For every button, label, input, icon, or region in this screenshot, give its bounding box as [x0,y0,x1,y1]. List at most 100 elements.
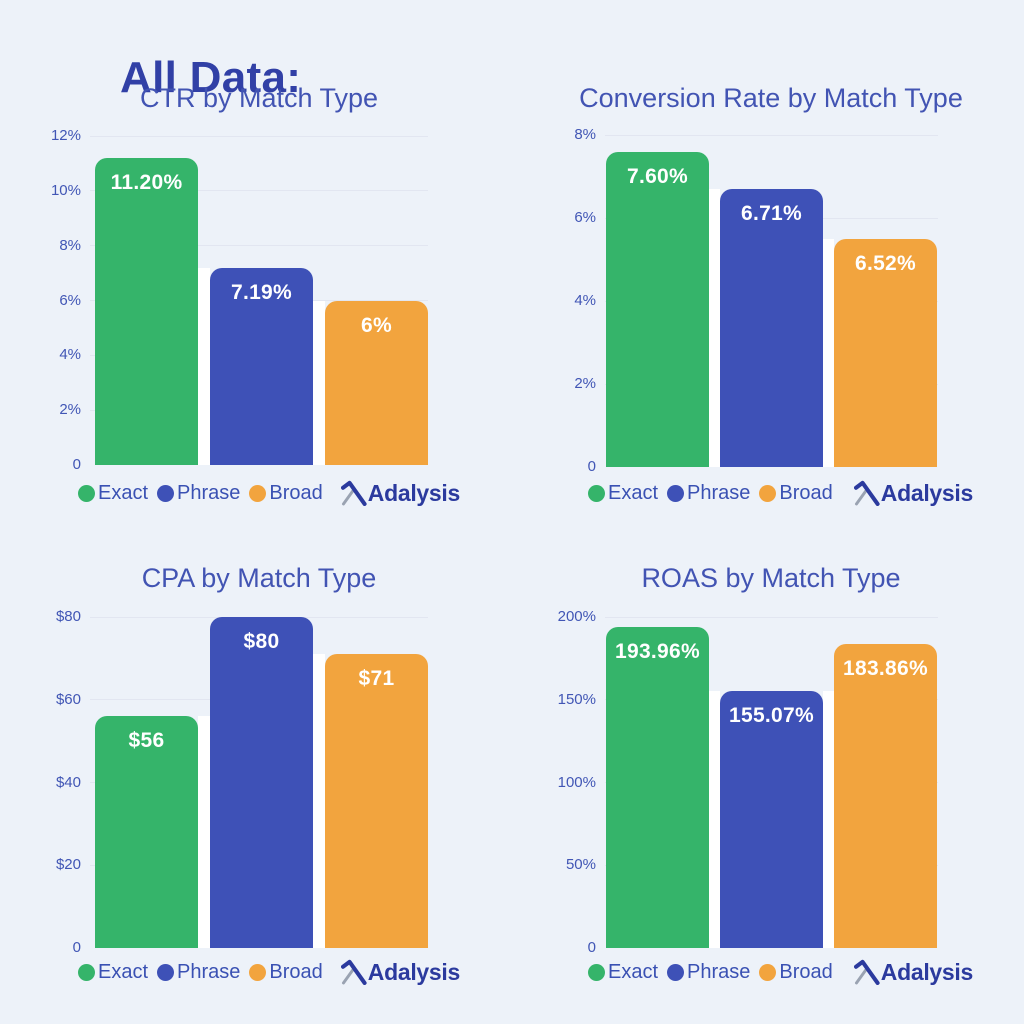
legend-dot-icon [588,484,605,502]
legend-item-label: Exact [608,960,659,983]
legend-item-label: Broad [779,960,833,983]
adalysis-logo-icon [340,480,367,506]
y-axis-tick-label: 150% [557,690,596,708]
bar-exact: 193.96% [606,627,709,948]
legend-items: Exact Phrase Broad [588,482,833,505]
y-axis-tick-label: 8% [59,236,81,254]
legend-item-phrase: Phrase [157,482,240,505]
bar-exact: 7.60% [606,151,709,467]
legend-item-phrase: Phrase [667,961,750,984]
bar-value-label: 6.52% [854,252,917,276]
y-axis-tick-label: $20 [55,856,81,874]
bar-gap [709,188,720,467]
y-axis-tick-label: 6% [59,291,81,309]
bar-value-label: 11.20% [110,170,183,194]
adalysis-logo-text: Adalysis [880,479,974,506]
bar-value-label: 7.19% [230,280,293,304]
y-axis-tick-label: 200% [557,608,596,625]
plot-area-roas: 200% 150% 100% 50% 0 193.96% 155.07% 183.86% [558,608,938,956]
legend-dot-icon [157,963,175,981]
chart-ctr: CTR by Match Type 12% 10% 8% 6% 4% 2% 0 11.20% 7… [40,80,465,530]
chart-roas: ROAS by Match Type 200% 150% 100% 50% 0 193.9… [540,560,975,1010]
bar-value-label: $80 [243,630,280,653]
y-axis-tick-label: 2% [59,401,81,419]
y-axis-tick-label: 12% [50,127,81,144]
y-axis-tick-label: 0 [587,458,596,475]
adalysis-logo-text: Adalysis [880,958,974,985]
bar-gap [313,300,325,465]
bar-broad: $71 [325,654,428,948]
legend-item-label: Exact [98,960,149,983]
y-axis-tick-label: 8% [574,126,596,143]
bar-gap [709,691,720,948]
bar-phrase: $80 [210,617,313,948]
chart-title-roas: ROAS by Match Type [641,563,901,593]
legend-item-exact: Exact [588,961,658,984]
bar-gap [313,654,325,948]
bar-exact: 11.20% [95,157,198,465]
bar-value-label: $56 [128,729,165,753]
y-axis-tick-label: 50% [565,856,596,874]
legend-dot-icon [588,963,605,981]
legend-item-label: Phrase [687,960,751,983]
bar-broad: 6% [325,300,428,465]
y-axis-tick-label: 10% [50,181,81,199]
bar-gap [198,267,210,465]
adalysis-logo-icon [853,480,880,506]
page-title: All Data: [120,53,302,103]
adalysis-logo-text: Adalysis [367,479,461,506]
legend-dot-icon [759,963,777,981]
bar-exact: $56 [95,716,198,948]
legend-items: Exact Phrase Broad [588,961,833,984]
legend-dot-icon [78,963,95,981]
y-axis-tick-label: 0 [72,456,81,473]
gridline [90,245,428,247]
bar-gap [198,716,210,948]
adalysis-logo-icon [340,959,367,985]
legend-dot-icon [249,963,267,981]
y-axis-tick-label: 6% [574,209,596,226]
adalysis-logo-icon [853,959,880,985]
y-axis-tick-label: 0 [587,939,596,956]
bar-gap [823,239,834,467]
legend-item-label: Broad [269,481,323,504]
legend-item-label: Phrase [687,481,751,504]
gridline [605,134,938,136]
bar-value-label: 7.60% [626,164,689,188]
gridline [90,190,428,192]
y-axis-tick-label: $60 [55,690,81,708]
legend-item-broad: Broad [759,960,833,984]
plot-area-ctr: 12% 10% 8% 6% 4% 2% 0 11.20% 7.19% 6% [51,127,428,473]
y-axis-tick-label: 4% [574,292,596,309]
y-axis-tick-label: 2% [574,375,596,392]
bar-value-label: 6% [361,313,392,337]
plot-area-conversion-rate: 8% 6% 4% 2% 0 7.60% 6.71% 6.52% [574,126,938,475]
bar-gap [823,691,834,948]
bar-phrase: 6.71% [720,188,823,467]
bar-value-label: 183.86% [842,656,928,680]
bar-broad: 6.52% [834,239,937,467]
chart-title-cpa: CPA by Match Type [141,563,377,593]
legend-item-exact: Exact [78,482,148,505]
legend-dot-icon [759,484,777,502]
plot-area-cpa: $80 $60 $40 $20 0 $56 $80 $71 [56,608,428,956]
legend-item-label: Broad [779,481,833,504]
gridline [90,135,428,137]
chart-title-ctr: CTR by Match Type [139,83,379,113]
legend-item-broad: Broad [249,961,323,984]
legend-item-broad: Broad [759,481,833,505]
legend-dot-icon [157,484,175,502]
adalysis-logo: Adalysis [853,958,974,986]
bar-phrase: 7.19% [210,267,313,465]
legend-item-phrase: Phrase [667,482,750,505]
adalysis-logo: Adalysis [340,479,461,507]
adalysis-logo: Adalysis [340,959,460,986]
legend-items: Exact Phrase Broad [78,961,323,984]
y-axis-tick-label: 4% [59,346,81,364]
legend-dot-icon [249,484,267,502]
legend-item-label: Exact [608,481,659,504]
y-axis-tick-label: $40 [55,773,81,791]
bar-value-label: 193.96% [614,640,700,663]
legend-cpa: Exact Phrase Broad Adalysis [78,957,460,987]
